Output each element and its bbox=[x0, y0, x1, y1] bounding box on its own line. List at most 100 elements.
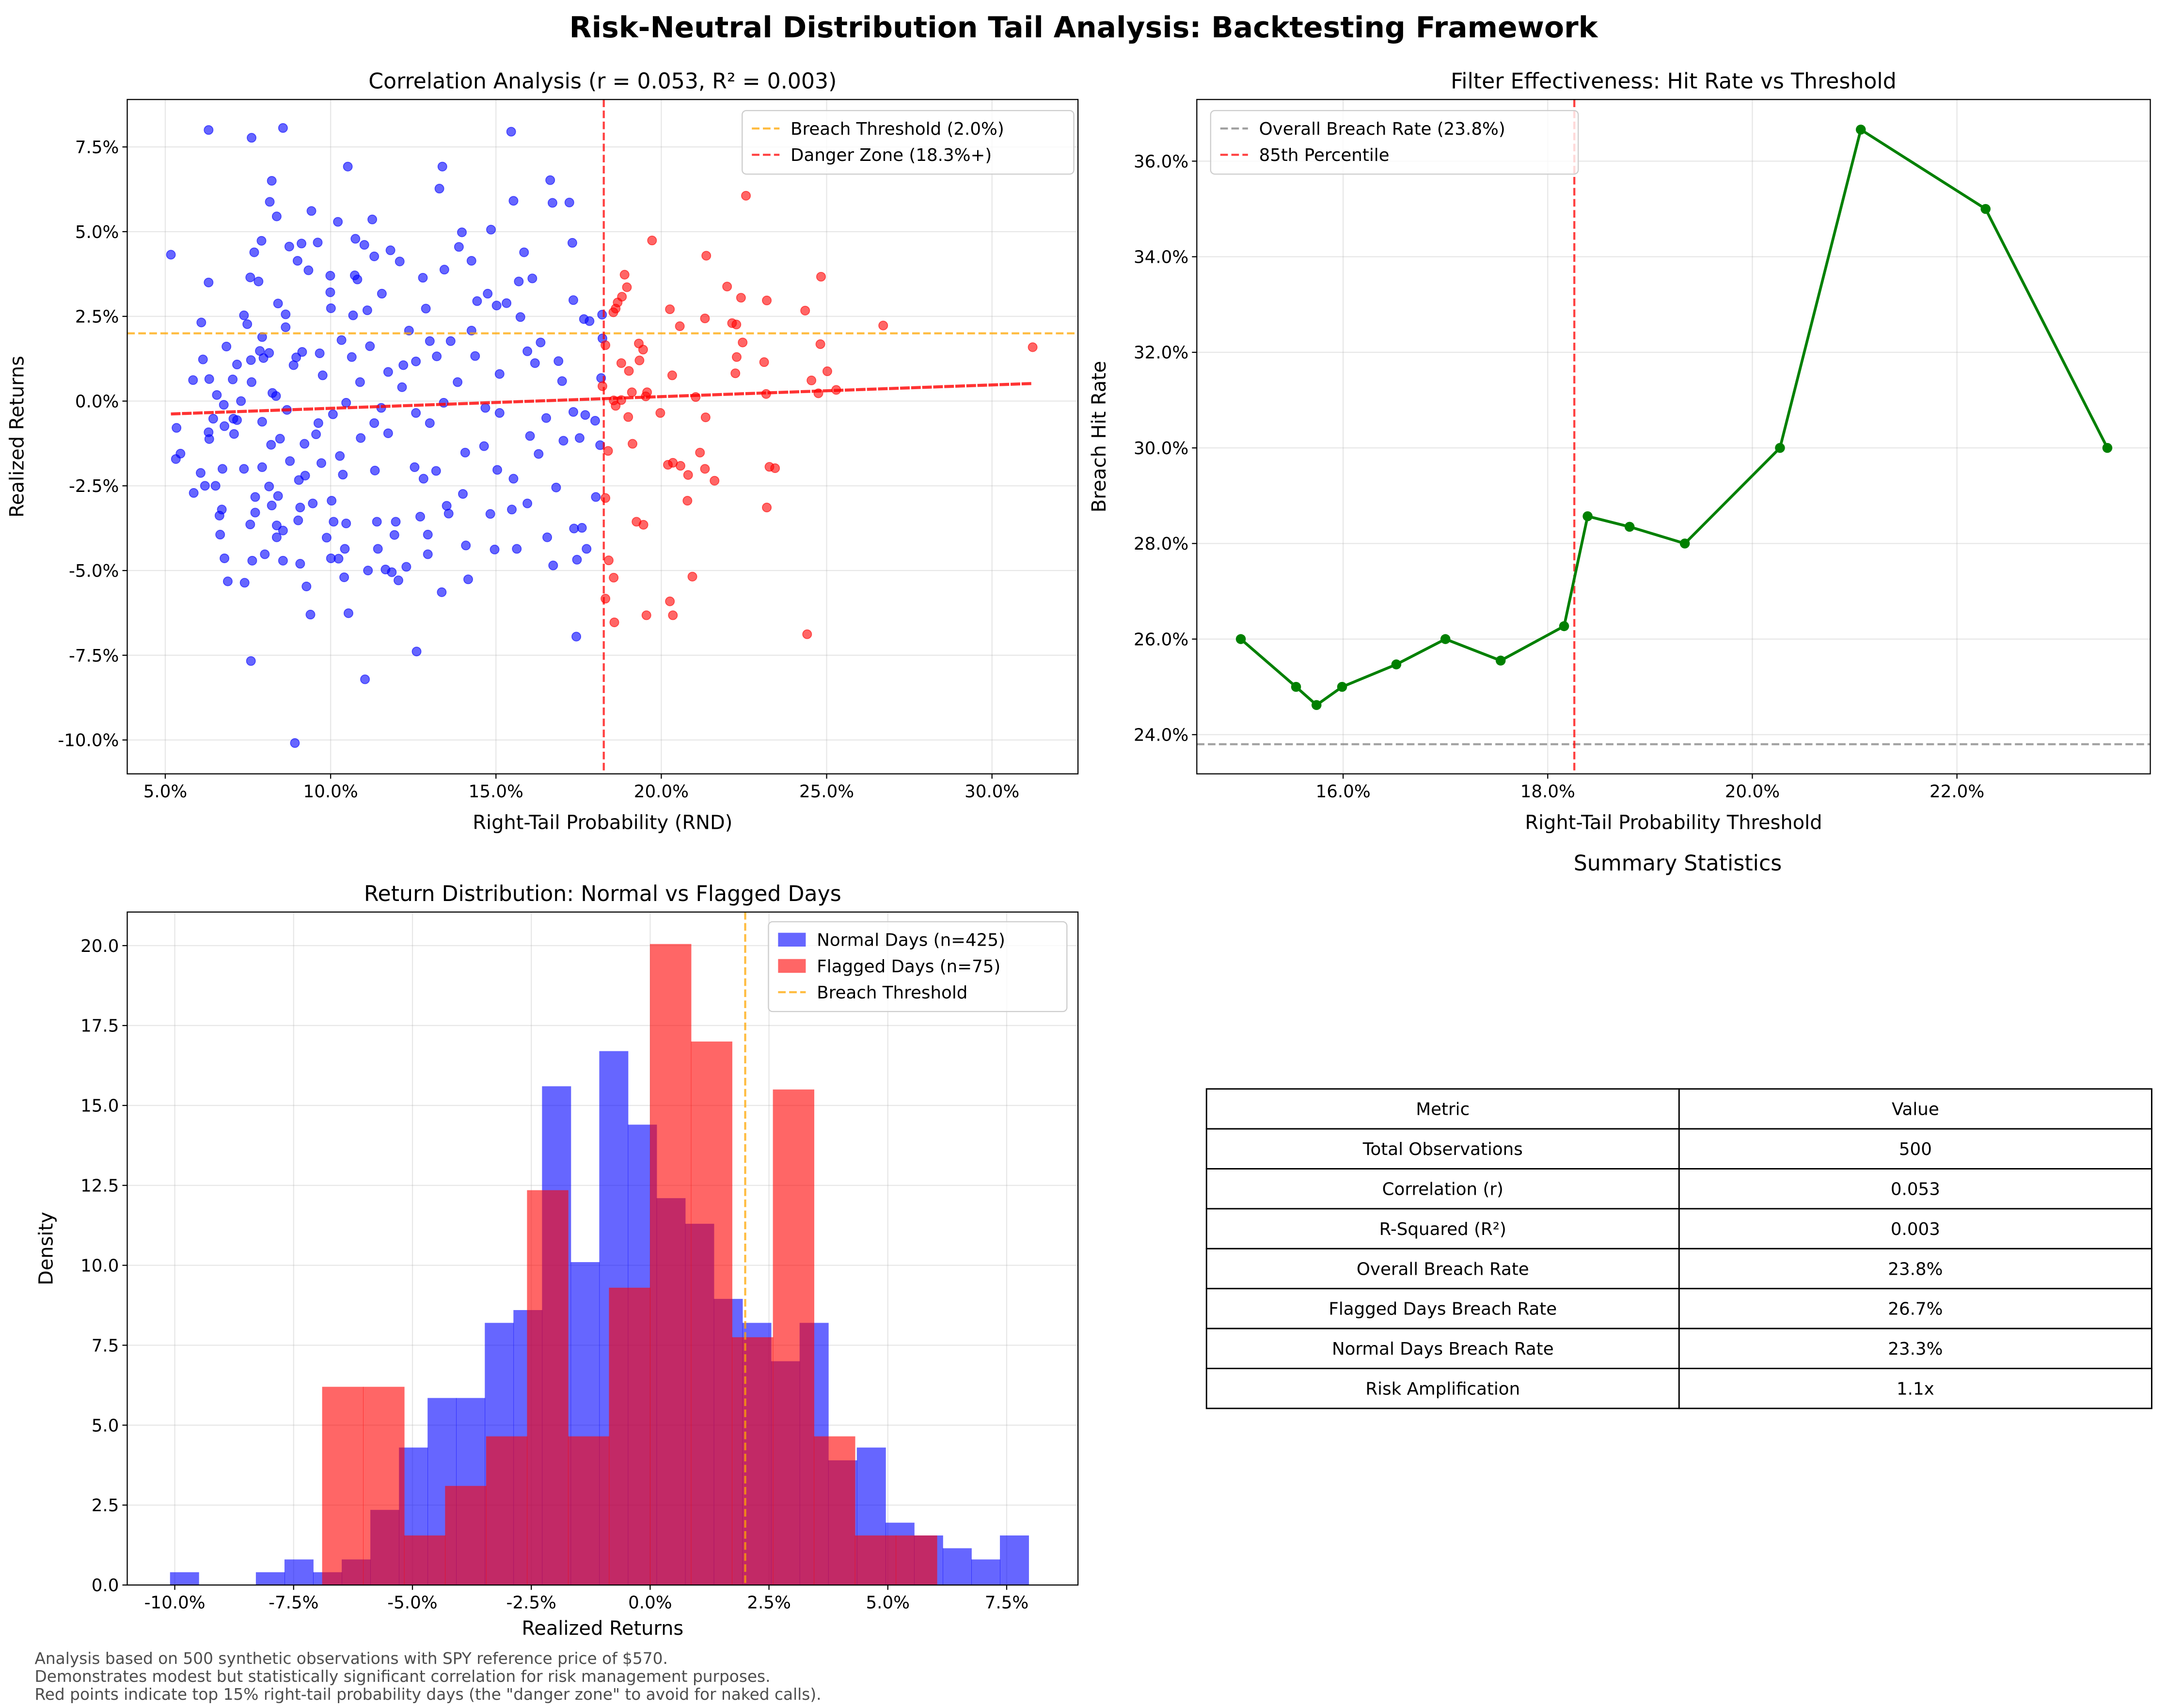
scatter-point-normal bbox=[460, 447, 470, 458]
scatter-point-normal bbox=[574, 433, 585, 443]
histogram-bar-flagged bbox=[773, 1089, 815, 1585]
legend-frame bbox=[1210, 110, 1579, 175]
scatter-point-flagged bbox=[623, 412, 633, 422]
scatter-point-normal bbox=[295, 503, 305, 513]
hit-rate-point bbox=[1495, 655, 1506, 666]
scatter-point-flagged bbox=[638, 345, 648, 355]
x-tick-label: 0.0% bbox=[628, 1593, 672, 1613]
scatter-point-flagged bbox=[731, 319, 742, 330]
scatter-point-normal bbox=[271, 211, 282, 221]
histogram-bar-flagged bbox=[609, 1287, 650, 1585]
scatter-point-normal bbox=[568, 295, 578, 305]
table-cell bbox=[1678, 1248, 2152, 1290]
footnote-line-3: Red points indicate top 15% right-tail p… bbox=[34, 1685, 821, 1704]
scatter-point-normal bbox=[387, 567, 397, 577]
scatter-point-normal bbox=[411, 408, 421, 418]
scatter-point-normal bbox=[480, 403, 490, 413]
scatter-point-normal bbox=[333, 217, 343, 227]
y-tick-label: -2.5% bbox=[69, 476, 119, 496]
x-tick-label: -10.0% bbox=[144, 1593, 206, 1613]
scatter-point-normal bbox=[369, 418, 380, 428]
histogram-bar-normal bbox=[1000, 1535, 1029, 1585]
legend: Normal Days (n=425) Flagged Days (n=75) Br… bbox=[768, 921, 1068, 1012]
scatter-point-normal bbox=[425, 418, 435, 428]
scatter-point-normal bbox=[527, 273, 538, 284]
histogram-bar-flagged bbox=[814, 1436, 855, 1585]
scatter-point-normal bbox=[490, 544, 500, 554]
scatter-point-normal bbox=[418, 273, 428, 283]
scatter-point-normal bbox=[293, 515, 303, 525]
x-tick-label: 10.0% bbox=[303, 782, 358, 802]
scatter-point-normal bbox=[530, 358, 540, 368]
y-tick-label: -10.0% bbox=[58, 731, 119, 751]
scatter-point-normal bbox=[257, 462, 267, 472]
scatter-point-flagged bbox=[700, 412, 711, 423]
scatter-point-flagged bbox=[616, 358, 626, 368]
scatter-point-normal bbox=[461, 540, 471, 551]
scatter-point-normal bbox=[220, 421, 230, 431]
scatter-point-normal bbox=[343, 161, 353, 172]
scatter-point-normal bbox=[580, 410, 590, 420]
hit-rate-point bbox=[1582, 511, 1593, 522]
scatter-point-normal bbox=[275, 434, 285, 444]
y-tick-label: 24.0% bbox=[1134, 726, 1188, 745]
scatter-point-normal bbox=[250, 492, 260, 502]
scatter-point-normal bbox=[313, 237, 323, 248]
legend-label: Overall Breach Rate (23.8%) bbox=[1259, 119, 1505, 139]
scatter-point-flagged bbox=[601, 493, 611, 503]
scatter-point-normal bbox=[242, 319, 253, 329]
scatter-point-normal bbox=[494, 369, 505, 379]
scatter-point-normal bbox=[373, 544, 383, 554]
scatter-point-normal bbox=[220, 553, 230, 563]
scatter-point-normal bbox=[325, 270, 335, 281]
hit-rate-point bbox=[1235, 634, 1246, 644]
scatter-point-flagged bbox=[802, 629, 812, 639]
hit-rate-point bbox=[2102, 443, 2113, 453]
scatter-point-normal bbox=[317, 370, 328, 380]
x-tick-label: 22.0% bbox=[1930, 782, 1984, 802]
scatter-point-normal bbox=[273, 491, 283, 501]
scatter-point-flagged bbox=[700, 313, 710, 323]
scatter-point-normal bbox=[494, 408, 505, 418]
hit-rate-point bbox=[1559, 621, 1569, 632]
scatter-point-normal bbox=[246, 355, 256, 365]
scatter-point-normal bbox=[198, 354, 208, 364]
scatter-point-flagged bbox=[759, 357, 769, 367]
footnote-line-1: Analysis based on 500 synthetic observat… bbox=[34, 1649, 667, 1668]
scatter-point-normal bbox=[295, 559, 305, 569]
scatter-point-normal bbox=[363, 566, 373, 576]
histogram-bar-flagged bbox=[732, 1337, 774, 1585]
scatter-point-flagged bbox=[762, 295, 772, 305]
hit-rate-point bbox=[1679, 538, 1690, 549]
metric-value: 23.8% bbox=[1888, 1259, 1943, 1279]
scatter-point-flagged bbox=[822, 366, 832, 376]
y-tick-label: 20.0 bbox=[80, 936, 119, 956]
scatter-point-flagged bbox=[634, 355, 645, 365]
scatter-point-normal bbox=[421, 303, 431, 314]
scatter-point-normal bbox=[245, 272, 255, 283]
scatter-point-normal bbox=[257, 417, 267, 427]
hit-rate-point bbox=[1855, 125, 1866, 135]
hit-rate-point bbox=[1337, 681, 1347, 692]
scatter-point-normal bbox=[325, 287, 335, 298]
x-tick-label: 2.5% bbox=[747, 1593, 791, 1613]
scatter-point-normal bbox=[389, 530, 399, 540]
scatter-point-normal bbox=[506, 127, 516, 137]
scatter-point-normal bbox=[394, 575, 403, 585]
scatter-point-normal bbox=[315, 348, 325, 358]
figure-title: Risk-Neutral Distribution Tail Analysis:… bbox=[569, 11, 1598, 45]
scatter-point-normal bbox=[434, 184, 444, 194]
scatter-point-normal bbox=[267, 176, 277, 186]
table-row: Correlation (r) 0.053 bbox=[1205, 1168, 2152, 1210]
scatter-point-normal bbox=[431, 466, 441, 476]
scatter-point-flagged bbox=[807, 375, 817, 385]
scatter-point-normal bbox=[278, 123, 288, 133]
scatter-point-normal bbox=[328, 409, 338, 419]
scatter-point-normal bbox=[250, 507, 260, 518]
scatter-point-normal bbox=[267, 500, 277, 510]
scatter-point-normal bbox=[423, 530, 433, 539]
scatter-point-normal bbox=[362, 305, 372, 316]
scatter-point-normal bbox=[437, 587, 447, 597]
scatter-point-normal bbox=[333, 554, 344, 564]
scatter-point-flagged bbox=[687, 571, 697, 582]
